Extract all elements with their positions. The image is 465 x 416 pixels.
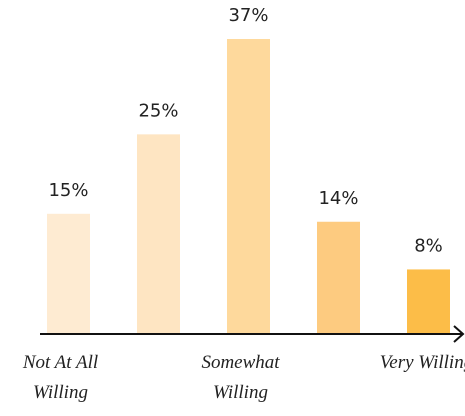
value-label: 15% bbox=[48, 180, 88, 201]
bar bbox=[317, 221, 360, 333]
axis-arrow bbox=[453, 325, 465, 343]
bar bbox=[137, 134, 180, 333]
bar bbox=[47, 213, 90, 333]
value-label: 14% bbox=[318, 188, 358, 209]
value-label: 37% bbox=[228, 5, 268, 26]
x-tick-label: Not At All Willing bbox=[22, 352, 99, 403]
x-tick-label: Somewhat Willing bbox=[201, 352, 280, 403]
x-tick-label: Very Willing bbox=[379, 352, 465, 373]
value-label: 25% bbox=[138, 100, 178, 121]
bar bbox=[407, 269, 450, 333]
bar bbox=[227, 39, 270, 333]
value-label: 8% bbox=[414, 235, 443, 256]
